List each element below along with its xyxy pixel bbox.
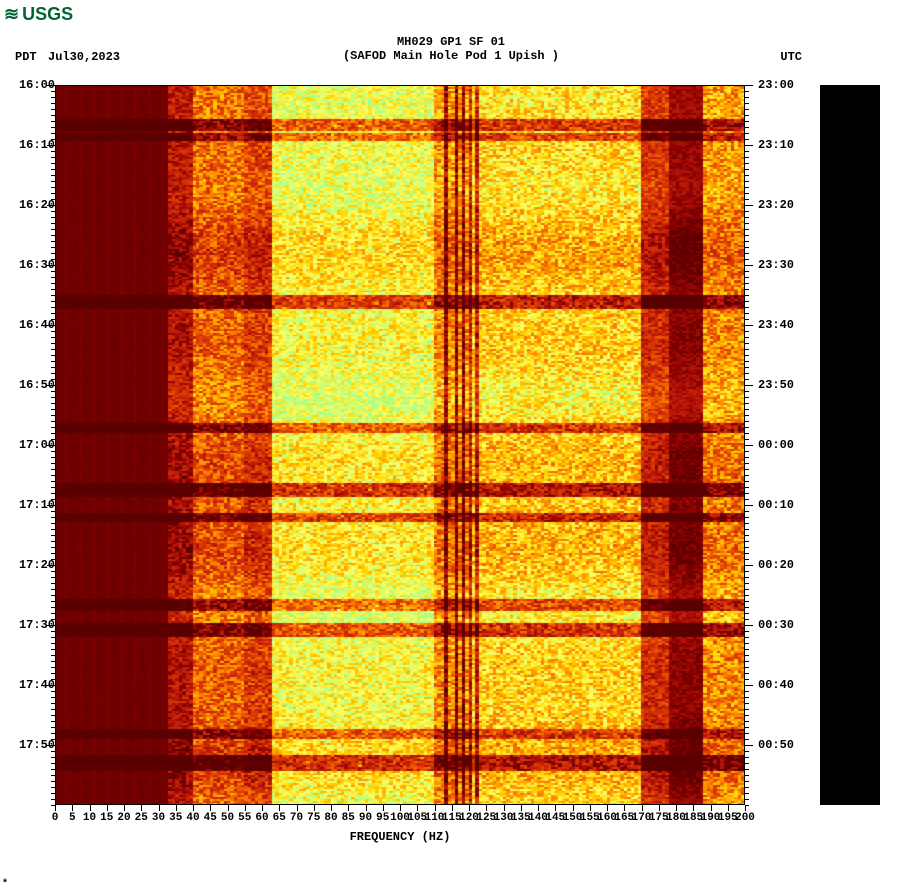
y-right-label: 23:50 [758, 378, 794, 392]
usgs-logo: ≋USGS [4, 4, 73, 25]
y-right-label: 23:30 [758, 258, 794, 272]
y-right-label: 00:20 [758, 558, 794, 572]
colorbar [820, 85, 880, 805]
chart-header: MH029 GP1 SF 01 (SAFOD Main Hole Pod 1 U… [0, 35, 902, 63]
y-right-label: 23:20 [758, 198, 794, 212]
y-axis-right-labels: 23:0023:1023:2023:3023:4023:5000:0000:10… [758, 85, 803, 805]
x-axis-tick-label: 200 [735, 812, 755, 824]
spectrogram-canvas [55, 85, 745, 805]
x-axis-tick-label: 10 [83, 812, 96, 824]
x-axis-tick-label: 75 [307, 812, 320, 824]
y-right-label: 23:10 [758, 138, 794, 152]
x-axis-tick-label: 30 [152, 812, 165, 824]
x-axis-tick-label: 85 [342, 812, 355, 824]
footer-mark: * [2, 879, 8, 890]
spectrogram-plot [55, 85, 745, 805]
logo-wave-icon: ≋ [4, 4, 19, 25]
logo-text: USGS [22, 4, 73, 25]
x-axis-tick-label: 5 [69, 812, 76, 824]
header-date: Jul30,2023 [48, 50, 120, 64]
x-axis-tick-label: 25 [135, 812, 148, 824]
y-right-label: 23:00 [758, 78, 794, 92]
x-axis-tick-label: 0 [52, 812, 59, 824]
x-axis-tick-label: 35 [169, 812, 182, 824]
x-axis-tick-label: 50 [221, 812, 234, 824]
x-axis-tick-label: 15 [100, 812, 113, 824]
y-right-label: 00:10 [758, 498, 794, 512]
x-axis-tick-label: 65 [273, 812, 286, 824]
header-left-timezone: PDT [15, 50, 37, 64]
y-right-label: 23:40 [758, 318, 794, 332]
y-right-label: 00:50 [758, 738, 794, 752]
x-axis-title: FREQUENCY (HZ) [55, 830, 745, 844]
chart-title-line1: MH029 GP1 SF 01 [0, 35, 902, 49]
chart-title-line2: (SAFOD Main Hole Pod 1 Upish ) [0, 49, 902, 63]
x-axis-tick-label: 70 [290, 812, 303, 824]
x-axis-tick-label: 20 [117, 812, 130, 824]
x-axis-tick-label: 95 [376, 812, 389, 824]
x-axis-tick-label: 55 [238, 812, 251, 824]
x-axis-tick-label: 80 [324, 812, 337, 824]
y-right-label: 00:30 [758, 618, 794, 632]
header-right-timezone: UTC [780, 50, 802, 64]
x-axis-tick-label: 45 [204, 812, 217, 824]
x-axis-tick-label: 60 [255, 812, 268, 824]
x-axis-tick-label: 40 [186, 812, 199, 824]
x-axis-tick-label: 90 [359, 812, 372, 824]
y-right-label: 00:40 [758, 678, 794, 692]
y-right-label: 00:00 [758, 438, 794, 452]
x-axis-labels: 0510152025303540455055606570758085909510… [55, 812, 745, 826]
